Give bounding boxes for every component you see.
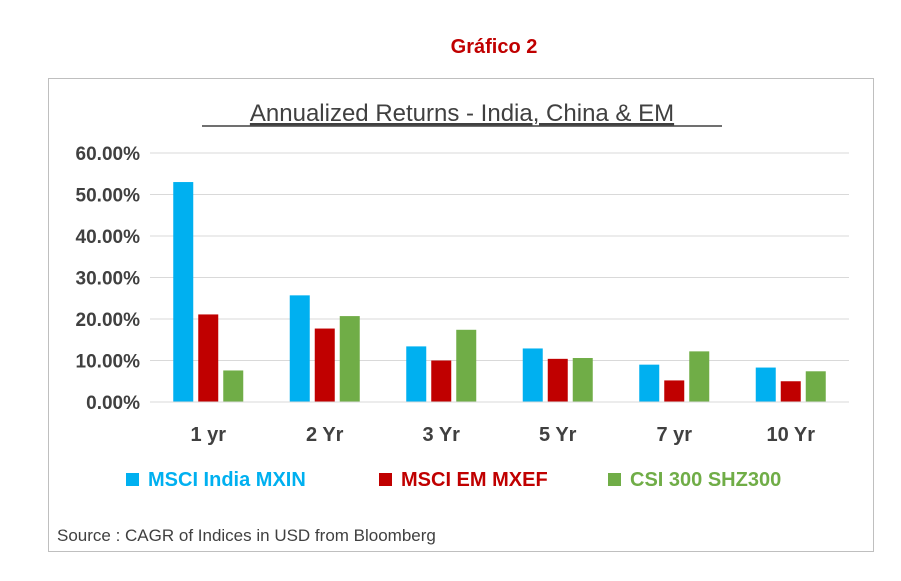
- bar-chart: Annualized Returns - India, China & EM 0…: [57, 100, 849, 545]
- bar-csi-300-shz300-2-yr: [339, 316, 360, 402]
- y-axis-ticks: 0.00% 10.00% 20.00% 30.00% 40.00% 50.00% 60.00…: [76, 144, 141, 414]
- y-tick-label: 10.00%: [76, 352, 141, 373]
- legend-label: CSI 300 SHZ300: [630, 469, 781, 491]
- y-tick-label: 50.00%: [76, 186, 141, 207]
- bars: [173, 182, 826, 402]
- y-tick-label: 40.00%: [76, 227, 141, 248]
- bar-msci-india-mxin-5-yr: [522, 348, 543, 402]
- legend-label: MSCI EM MXEF: [401, 469, 548, 491]
- bar-msci-em-mxef-3-yr: [431, 360, 452, 402]
- bar-msci-em-mxef-1-yr: [198, 314, 219, 402]
- x-tick-label: 5 Yr: [539, 424, 577, 446]
- bar-msci-india-mxin-7-yr: [639, 364, 660, 402]
- bar-csi-300-shz300-10-yr: [805, 371, 826, 402]
- y-tick-label: 60.00%: [76, 144, 141, 165]
- y-tick-label: 0.00%: [86, 393, 140, 414]
- bar-msci-em-mxef-2-yr: [314, 328, 335, 402]
- legend: MSCI India MXIN MSCI EM MXEF CSI 300 SHZ30…: [126, 469, 781, 491]
- y-tick-label: 20.00%: [76, 310, 141, 331]
- gridlines: [150, 152, 849, 361]
- figure-caption: Gráfico 2: [450, 36, 538, 58]
- chart-frame: Annualized Returns - India, China & EM 0…: [48, 78, 874, 552]
- bar-msci-india-mxin-2-yr: [289, 295, 310, 402]
- bar-msci-india-mxin-1-yr: [173, 182, 194, 402]
- chart-title: Annualized Returns - India, China & EM: [250, 100, 674, 127]
- bar-msci-em-mxef-7-yr: [664, 380, 685, 402]
- x-tick-label: 2 Yr: [306, 424, 344, 446]
- x-axis-ticks: 1 yr 2 Yr 3 Yr 5 Yr 7 yr 10 Yr: [190, 424, 815, 446]
- bar-msci-em-mxef-5-yr: [547, 358, 568, 402]
- bar-msci-india-mxin-10-yr: [755, 367, 776, 402]
- x-tick-label: 7 yr: [656, 424, 692, 446]
- legend-swatch: [379, 473, 392, 486]
- source-note: Source : CAGR of Indices in USD from Blo…: [57, 526, 436, 545]
- legend-label: MSCI India MXIN: [148, 469, 306, 491]
- bar-msci-india-mxin-3-yr: [406, 346, 427, 402]
- bar-msci-em-mxef-10-yr: [780, 381, 801, 402]
- legend-swatch: [126, 473, 139, 486]
- x-tick-label: 1 yr: [190, 424, 226, 446]
- bar-csi-300-shz300-3-yr: [456, 329, 477, 402]
- bar-csi-300-shz300-7-yr: [689, 351, 710, 402]
- y-tick-label: 30.00%: [76, 269, 141, 290]
- x-tick-label: 3 Yr: [423, 424, 461, 446]
- bar-csi-300-shz300-1-yr: [223, 370, 244, 402]
- bar-csi-300-shz300-5-yr: [572, 358, 593, 402]
- legend-swatch: [608, 473, 621, 486]
- x-tick-label: 10 Yr: [766, 424, 815, 446]
